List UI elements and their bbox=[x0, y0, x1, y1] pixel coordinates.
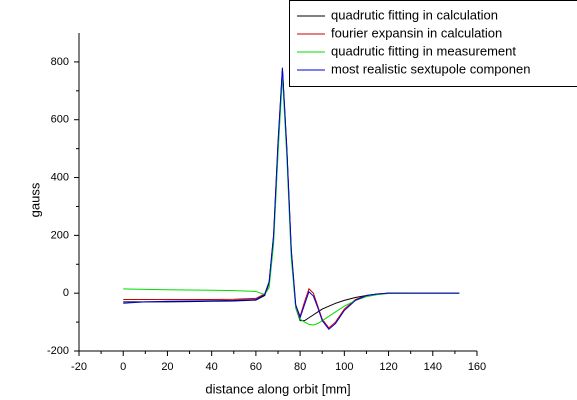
x-tick-label: 20 bbox=[161, 361, 173, 373]
x-tick-label: 60 bbox=[250, 361, 262, 373]
y-tick-label: 600 bbox=[51, 114, 69, 126]
series-line bbox=[123, 67, 460, 331]
legend-label: quadrutic fitting in measurement bbox=[331, 43, 516, 58]
series-line bbox=[123, 76, 460, 326]
x-tick-label: 140 bbox=[424, 361, 442, 373]
series-line bbox=[123, 69, 460, 329]
y-tick-label: 800 bbox=[51, 56, 69, 68]
x-tick-label: 0 bbox=[120, 361, 126, 373]
y-tick-label: 200 bbox=[51, 229, 69, 241]
y-tick-label: 0 bbox=[63, 287, 69, 299]
x-axis-label: distance along orbit [mm] bbox=[205, 381, 350, 396]
legend-label: fourier expansin in calculation bbox=[331, 25, 502, 40]
y-tick-label: -200 bbox=[47, 345, 69, 357]
y-tick-label: 400 bbox=[51, 171, 69, 183]
x-tick-label: 120 bbox=[379, 361, 397, 373]
legend-box bbox=[289, 0, 577, 87]
x-tick-label: 80 bbox=[294, 361, 306, 373]
x-tick-label: 100 bbox=[335, 361, 353, 373]
x-tick-label: 40 bbox=[206, 361, 218, 373]
x-tick-label: 160 bbox=[468, 361, 486, 373]
y-axis-label: gauss bbox=[27, 182, 42, 217]
series-line bbox=[123, 70, 460, 322]
x-tick-label: -20 bbox=[71, 361, 87, 373]
legend-label: quadrutic fitting in calculation bbox=[331, 7, 498, 22]
legend-label: most realistic sextupole componen bbox=[331, 61, 530, 76]
